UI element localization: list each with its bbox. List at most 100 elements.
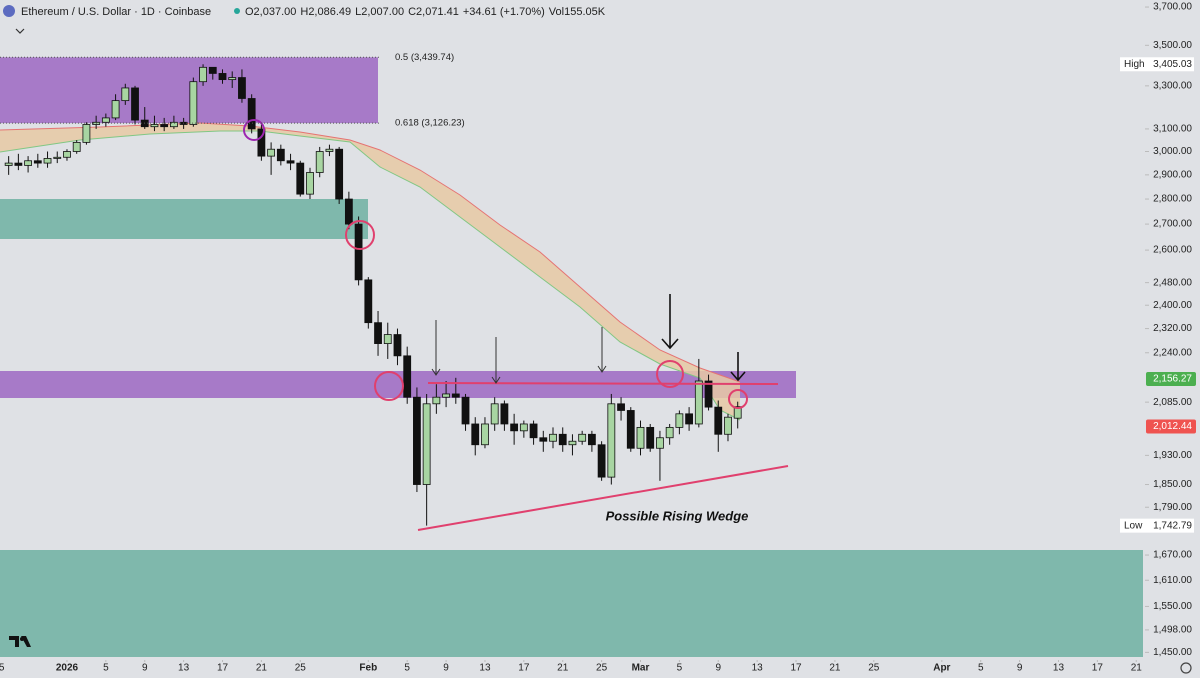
support-zone: [0, 199, 368, 239]
y-tick-label: 1,498.00: [1153, 625, 1192, 636]
circle-marker: [345, 220, 375, 250]
x-tick-label: 5: [978, 663, 984, 674]
candle-body: [374, 322, 382, 344]
candle-body: [471, 423, 480, 446]
symbol-icon: [3, 5, 15, 17]
y-tick-label: 3,700.00: [1153, 2, 1192, 13]
candle-body: [461, 396, 470, 425]
candle-body: [549, 433, 557, 442]
resistance-line: [427, 382, 779, 385]
candle-body: [24, 160, 32, 166]
candle-body: [422, 403, 431, 485]
candle-body: [121, 87, 130, 102]
circle-marker: [374, 371, 404, 401]
extreme-tag: [1120, 518, 1194, 533]
candle-body: [131, 87, 139, 121]
x-tick-label: 13: [479, 663, 491, 674]
x-tick-label: 17: [1092, 663, 1104, 674]
candle-body: [101, 117, 110, 123]
extreme-tag: [1120, 57, 1194, 72]
candle-body: [714, 406, 723, 435]
y-tick-label: 3,300.00: [1153, 80, 1192, 91]
candle-body: [694, 380, 703, 425]
cloud-upper: [0, 122, 741, 383]
y-tick-label: 1,450.00: [1153, 647, 1192, 658]
candle-body: [267, 148, 276, 157]
logo-dot: [20, 637, 24, 641]
x-tick-label: 21: [829, 663, 841, 674]
x-tick-label: 25: [596, 663, 608, 674]
candle-body: [199, 66, 207, 83]
x-tick-label: 21: [557, 663, 569, 674]
x-tick-label: 25: [0, 663, 5, 674]
candle-body: [597, 444, 606, 478]
x-tick-label: 17: [790, 663, 802, 674]
extreme-value: 1,742.79: [1153, 520, 1192, 531]
logo-mark: [9, 636, 31, 647]
candle-body: [218, 73, 227, 81]
y-tick-label: 1,930.00: [1153, 450, 1192, 461]
candle-body: [189, 81, 198, 125]
x-tick-label: Feb: [359, 663, 377, 674]
candle-body: [626, 410, 635, 449]
y-tick-label: 1,850.00: [1153, 479, 1192, 490]
candle-body: [451, 393, 460, 398]
candle-body: [724, 416, 732, 435]
settings-icon[interactable]: [1180, 662, 1192, 674]
plot: [4, 64, 742, 526]
x-tick-label: 13: [1053, 663, 1065, 674]
candle-body: [170, 121, 178, 128]
candle-body: [665, 426, 674, 439]
candle-body: [72, 141, 81, 152]
x-tick-label: 17: [518, 663, 530, 674]
candle-body: [82, 124, 91, 143]
cloud-lower: [0, 130, 741, 421]
candle-body: [296, 162, 305, 195]
candle-body: [286, 160, 295, 164]
x-tick-label: 9: [715, 663, 721, 674]
price-tag-label: 2,012.44: [1153, 421, 1192, 432]
candle-body: [519, 423, 528, 432]
candle-body: [481, 423, 489, 446]
candle-body: [607, 403, 616, 478]
annotation: Possible Rising Wedge: [606, 508, 749, 523]
ohlc-value: H2,086.49: [300, 6, 351, 18]
candle-body: [247, 98, 256, 130]
candle-body: [63, 151, 71, 158]
extreme-label: High: [1124, 59, 1145, 70]
x-tick-label: 25: [295, 663, 307, 674]
price-tag-label: 2,156.27: [1153, 374, 1192, 385]
x-tick-label: 2026: [56, 663, 79, 674]
y-tick-label: 1,670.00: [1153, 550, 1192, 561]
y-tick-label: 3,100.00: [1153, 124, 1192, 135]
y-tick-label: 2,400.00: [1153, 300, 1192, 311]
candle-body: [500, 403, 509, 425]
collapse-icon: [15, 28, 25, 34]
candle-body: [393, 334, 402, 357]
y-tick-label: 2,800.00: [1153, 194, 1192, 205]
extreme-label: Low: [1124, 520, 1143, 531]
y-tick-label: 1,790.00: [1153, 502, 1192, 513]
candle-body: [364, 279, 373, 324]
header: Ethereum / U.S. Dollar · 1D · Coinbase: [3, 5, 240, 34]
candle-body: [354, 223, 363, 281]
arrow: [431, 320, 441, 376]
x-tick-label: 5: [103, 663, 109, 674]
y-tick-label: 1,550.00: [1153, 601, 1192, 612]
arrow: [597, 327, 607, 373]
x-tick-label: 25: [868, 663, 880, 674]
status-dot: [234, 8, 240, 14]
candle-body: [208, 66, 217, 74]
arrow: [661, 294, 679, 350]
y-tick-label: 2,480.00: [1153, 277, 1192, 288]
candle-body: [383, 334, 392, 344]
candle-body: [704, 380, 713, 408]
ohlc-value: O2,037.00: [245, 6, 296, 18]
y-tick-label: 2,600.00: [1153, 245, 1192, 256]
candle-body: [510, 423, 519, 432]
y-tick-label: 2,085.00: [1153, 397, 1192, 408]
candle-body: [578, 433, 587, 442]
arrow: [491, 337, 501, 384]
candle-body: [344, 198, 353, 225]
